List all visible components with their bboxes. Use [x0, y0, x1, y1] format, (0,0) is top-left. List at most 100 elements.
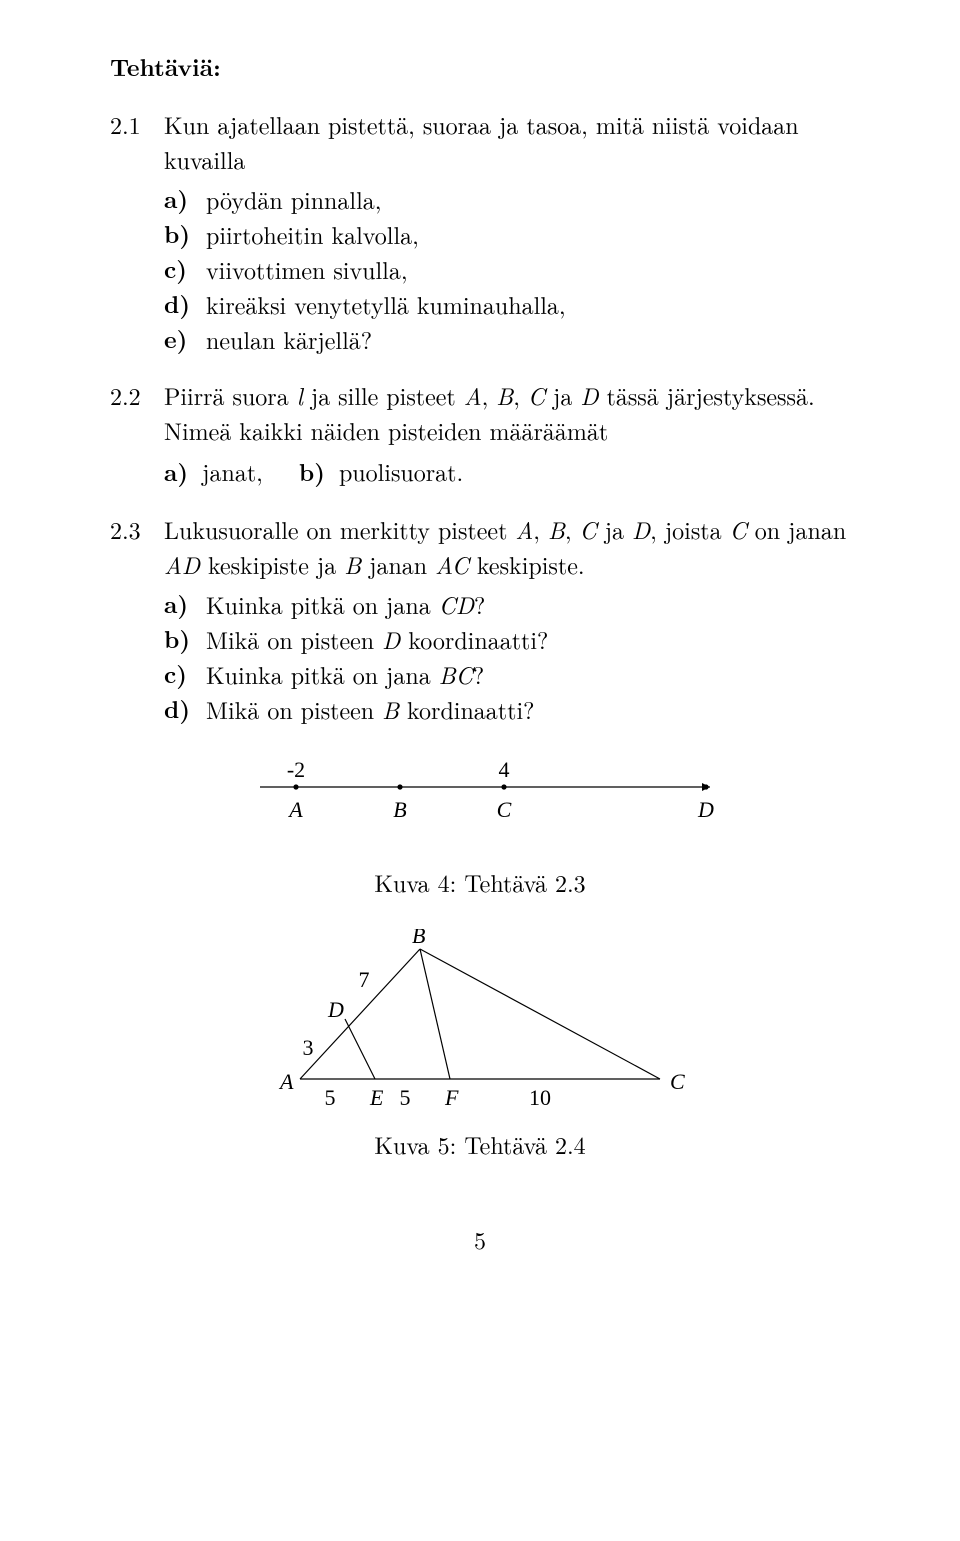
lead-part: ,	[533, 512, 548, 546]
sub-item: a) janat,	[164, 454, 263, 488]
svg-text:3: 3	[303, 1035, 314, 1060]
sub-text: puolisuorat.	[339, 454, 463, 488]
sub-label: b)	[164, 217, 206, 252]
sub-label: d)	[164, 287, 206, 322]
figure-caption: Kuva 5: Tehtävä 2.4	[110, 1127, 850, 1162]
svg-text:B: B	[393, 797, 406, 822]
t: ?	[473, 657, 484, 691]
item-number: 2.2	[110, 378, 164, 489]
lead-var: D	[580, 378, 598, 412]
svg-text:A: A	[287, 797, 303, 822]
sub-item: b)piirtoheitin kalvolla,	[164, 217, 850, 252]
sub-item: b)Mikä on pisteen D koordinaatti?	[164, 622, 850, 657]
svg-text:C: C	[670, 1069, 685, 1094]
sublist: a) janat, b) puolisuorat.	[164, 454, 850, 490]
lead-var: C	[730, 512, 747, 546]
svg-text:5: 5	[325, 1085, 336, 1109]
figure-4: -2AB4CD Kuva 4: Tehtävä 2.3	[110, 757, 850, 900]
exercise-item: 2.3 Lukusuoralle on merkitty pisteet A, …	[110, 512, 850, 727]
lead-var: B	[344, 547, 361, 581]
sub-label: b)	[164, 622, 206, 657]
t: kordinaatti?	[399, 692, 534, 726]
svg-text:C: C	[497, 797, 512, 822]
lead-part: on janan	[747, 512, 846, 546]
sub-text: neulan kärjellä?	[206, 322, 372, 357]
t: koordinaatti?	[400, 622, 548, 656]
sub-text: Kuinka pitkä on jana CD?	[206, 587, 485, 622]
sub-label: c)	[164, 252, 206, 287]
sub-text: janat,	[202, 454, 263, 488]
lead-var: C	[528, 378, 545, 412]
item-body: Piirrä suora l ja sille pisteet A, B, C …	[164, 378, 850, 489]
section-heading: Tehtäviä:	[110, 50, 850, 85]
lead-part: , joista	[650, 512, 729, 546]
lead-part: Piirrä suora	[164, 378, 297, 412]
sub-text: pöydän pinnalla,	[206, 182, 381, 217]
sub-item: b) puolisuorat.	[299, 454, 463, 488]
sub-item: e)neulan kärjellä?	[164, 322, 850, 357]
page-number: 5	[110, 1222, 850, 1257]
sub-item: d)kireäksi venytetyllä kuminauhalla,	[164, 287, 850, 322]
sub-label: a)	[164, 182, 206, 217]
sub-text: piirtoheitin kalvolla,	[206, 217, 419, 252]
lead-var: AC	[435, 547, 469, 581]
sub-label: a)	[164, 455, 188, 489]
lead-var: A	[515, 512, 533, 546]
t: Kuinka pitkä on jana	[206, 657, 439, 691]
lead-part: Lukusuoralle on merkitty pisteet	[164, 512, 515, 546]
sub-item: c)Kuinka pitkä on jana BC?	[164, 657, 850, 692]
sub-text: kireäksi venytetyllä kuminauhalla,	[206, 287, 566, 322]
lead-var: B	[548, 512, 565, 546]
svg-text:E: E	[369, 1085, 384, 1109]
lead-var: C	[580, 512, 597, 546]
item-number: 2.1	[110, 107, 164, 357]
lead-var: B	[496, 378, 513, 412]
figure-5: ABCDEF375510 Kuva 5: Tehtävä 2.4	[110, 929, 850, 1162]
sub-label: b)	[299, 455, 325, 489]
sub-item: c)viivottimen sivulla,	[164, 252, 850, 287]
lead-part: ,	[565, 512, 580, 546]
svg-text:B: B	[412, 929, 425, 948]
lead-part: keskipiste.	[469, 547, 585, 581]
v: BC	[439, 657, 473, 691]
lead-part: ja sille pisteet	[303, 378, 464, 412]
sub-text: Mikä on pisteen B kordinaatti?	[206, 692, 534, 727]
sublist: a)pöydän pinnalla, b)piirtoheitin kalvol…	[164, 182, 850, 356]
v: D	[382, 622, 400, 656]
sub-label: d)	[164, 692, 206, 727]
sub-label: e)	[164, 322, 206, 357]
sub-item: d)Mikä on pisteen B kordinaatti?	[164, 692, 850, 727]
sublist: a)Kuinka pitkä on jana CD? b)Mikä on pis…	[164, 587, 850, 726]
sub-text: Mikä on pisteen D koordinaatti?	[206, 622, 548, 657]
item-lead: Kun ajatellaan pistettä, suoraa ja tasoa…	[164, 107, 799, 176]
sub-item: a)Kuinka pitkä on jana CD?	[164, 587, 850, 622]
svg-text:-2: -2	[287, 757, 305, 782]
svg-text:F: F	[444, 1085, 459, 1109]
lead-var: D	[632, 512, 650, 546]
lead-part: ,	[513, 378, 528, 412]
svg-text:D: D	[697, 797, 714, 822]
t: Mikä on pisteen	[206, 692, 382, 726]
exercise-item: 2.1 Kun ajatellaan pistettä, suoraa ja t…	[110, 107, 850, 357]
item-number: 2.3	[110, 512, 164, 727]
svg-text:4: 4	[499, 757, 510, 782]
sub-text: Kuinka pitkä on jana BC?	[206, 657, 484, 692]
item-body: Lukusuoralle on merkitty pisteet A, B, C…	[164, 512, 850, 727]
svg-text:D: D	[327, 997, 344, 1022]
svg-text:10: 10	[529, 1085, 551, 1109]
triangle-svg: ABCDEF375510	[260, 929, 700, 1109]
v: CD	[439, 587, 474, 621]
lead-part: keskipiste ja	[200, 547, 344, 581]
lead-var: AD	[164, 547, 200, 581]
t: Kuinka pitkä on jana	[206, 587, 439, 621]
sub-item: a)pöydän pinnalla,	[164, 182, 850, 217]
lead-var: A	[464, 378, 482, 412]
sub-text: viivottimen sivulla,	[206, 252, 408, 287]
v: B	[382, 692, 399, 726]
svg-text:5: 5	[400, 1085, 411, 1109]
sub-label: c)	[164, 657, 206, 692]
item-body: Kun ajatellaan pistettä, suoraa ja tasoa…	[164, 107, 850, 357]
lead-part: ja	[597, 512, 632, 546]
number-line-svg: -2 A B 4 C D	[230, 757, 730, 847]
t: Mikä on pisteen	[206, 622, 382, 656]
